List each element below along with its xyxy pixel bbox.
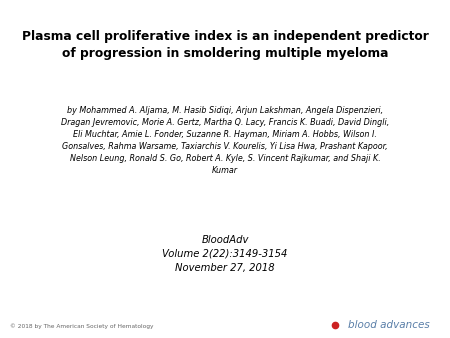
Text: Plasma cell proliferative index is an independent predictor
of progression in sm: Plasma cell proliferative index is an in… [22,30,428,60]
Text: © 2018 by The American Society of Hematology: © 2018 by The American Society of Hemato… [10,323,153,329]
Text: BloodAdv
Volume 2(22):3149-3154
November 27, 2018: BloodAdv Volume 2(22):3149-3154 November… [162,235,288,273]
Text: blood advances: blood advances [348,320,430,330]
Text: by Mohammed A. Aljama, M. Hasib Sidiqi, Arjun Lakshman, Angela Dispenzieri,
Drag: by Mohammed A. Aljama, M. Hasib Sidiqi, … [61,106,389,175]
